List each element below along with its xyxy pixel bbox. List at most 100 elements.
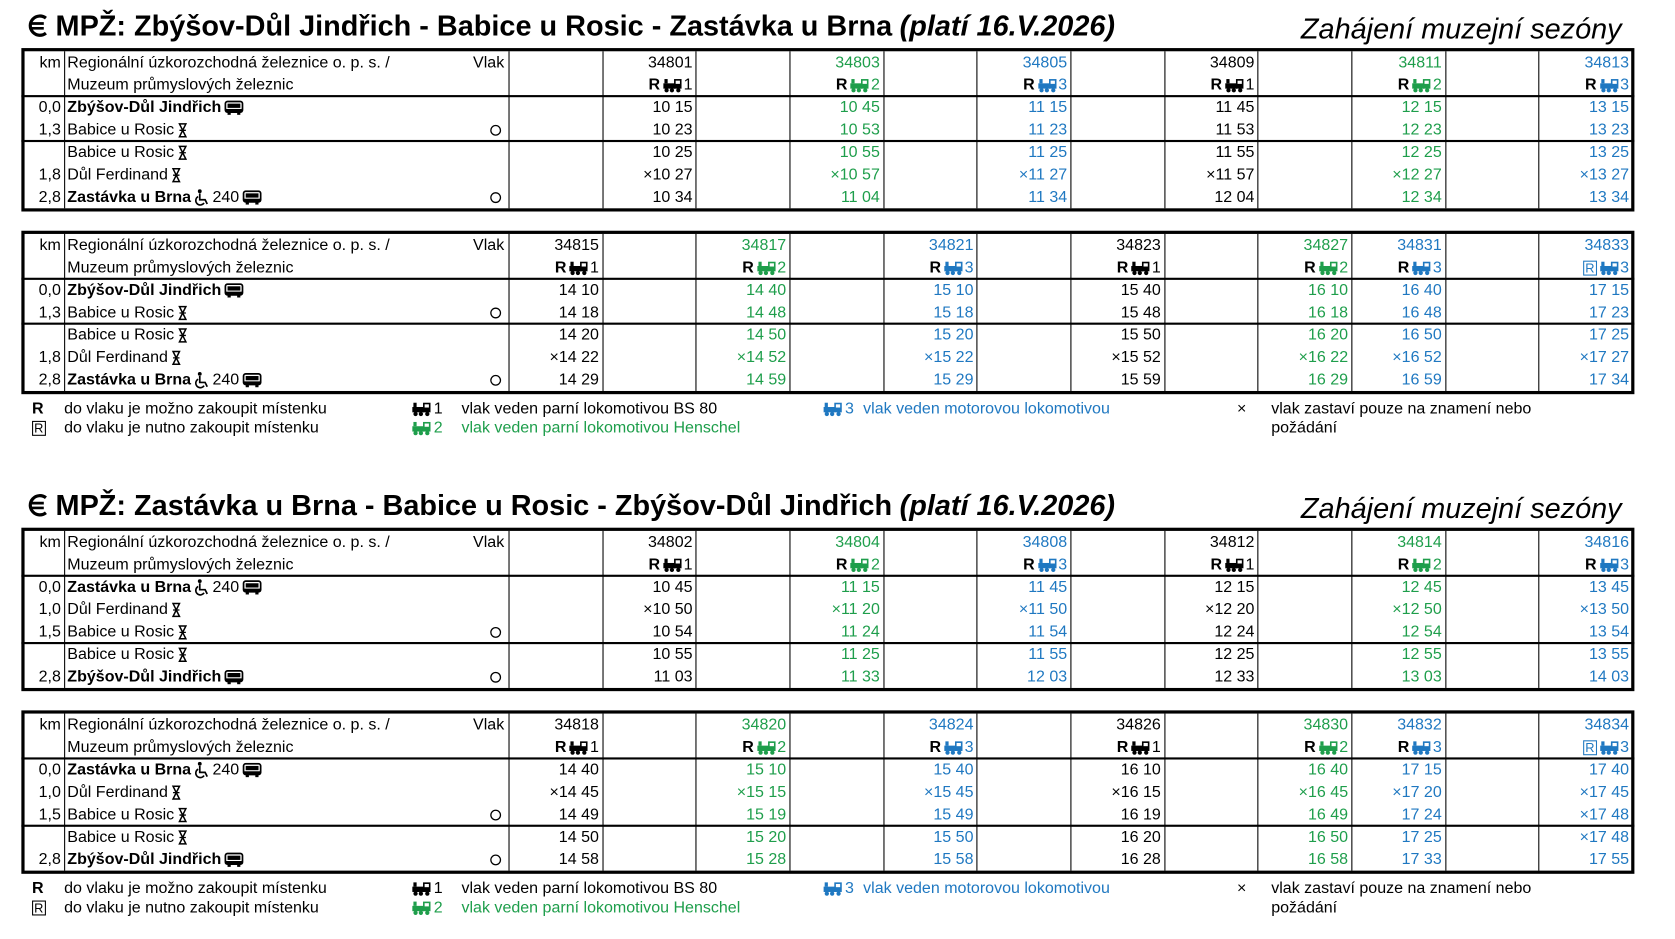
- loco-icon: [1599, 261, 1618, 275]
- station-cell: Babice u Rosic: [67, 141, 188, 163]
- rule-line: [976, 233, 978, 391]
- shape: [850, 562, 863, 568]
- station-name: Zbýšov-Důl Jindřich: [67, 280, 222, 300]
- loco-icon: [1412, 558, 1431, 572]
- shape: [664, 87, 669, 92]
- legend-mark: R: [32, 399, 44, 418]
- shape: [1424, 559, 1430, 563]
- request-stop-icon: [178, 624, 188, 640]
- reservation-badge: R: [648, 555, 661, 574]
- reservation-badge: R: [1397, 738, 1410, 757]
- loco-icon: [569, 740, 588, 755]
- shape: [1412, 562, 1425, 568]
- shape: [1132, 749, 1137, 755]
- shape: [957, 270, 962, 275]
- rule-line: [1070, 51, 1072, 209]
- time: 16 50: [1307, 827, 1349, 847]
- shape: [425, 891, 430, 896]
- time: 15 59: [1120, 370, 1161, 389]
- shape: [1331, 749, 1336, 755]
- shape: [425, 411, 430, 417]
- time: 14 29: [558, 370, 599, 389]
- request-stop-icon: [178, 807, 188, 822]
- stop-circle: [490, 809, 502, 821]
- loco-icon: [823, 402, 842, 417]
- rule-line: [1351, 51, 1353, 209]
- loco-number: 2: [870, 75, 880, 95]
- loco-icon: [412, 402, 431, 417]
- train-badges: R 3: [1351, 256, 1442, 278]
- time: 11 25: [840, 645, 880, 664]
- time: 15 40: [1120, 280, 1161, 300]
- request-stop-icon: [178, 145, 188, 160]
- time: 13 15: [1588, 98, 1630, 117]
- station-name: Babice u Rosic: [67, 827, 175, 847]
- time: ×16 15: [1111, 783, 1161, 802]
- train-number: 34804: [835, 533, 880, 552]
- shape: [1413, 740, 1417, 746]
- shape: [490, 192, 502, 204]
- request-stop-icon: [172, 167, 181, 182]
- shape: [945, 740, 949, 746]
- time: 14 10: [558, 280, 599, 300]
- time: 11 55: [1215, 143, 1255, 162]
- shape: [1225, 82, 1237, 89]
- time: 11 04: [840, 188, 880, 207]
- rule-line: [1538, 233, 1540, 391]
- legend-symbol: 1: [411, 879, 443, 898]
- shape: [1612, 559, 1617, 563]
- connection: 240: [212, 577, 240, 597]
- shape: [243, 380, 261, 385]
- shape: [424, 903, 429, 907]
- operator-header: Regionální úzkorozchodná železnice o. p.…: [67, 715, 390, 734]
- shape: [676, 567, 681, 572]
- legend-text: vlak veden motorovou lokomotivou: [863, 399, 1110, 418]
- shape: [197, 371, 202, 376]
- time: 16 28: [1120, 850, 1161, 869]
- time: 15 48: [1120, 303, 1161, 322]
- loco-number: 3: [964, 258, 974, 277]
- shape: [1037, 562, 1050, 568]
- shape: [756, 265, 769, 271]
- train-number: 34831: [1397, 236, 1442, 255]
- time: 10 55: [839, 143, 880, 162]
- shape: [851, 567, 856, 572]
- loco-icon: [1412, 261, 1431, 275]
- train-badges: R 2: [696, 256, 786, 278]
- shape: [1238, 87, 1243, 92]
- operator-header: Regionální úzkorozchodná železnice o. p.…: [67, 236, 390, 255]
- shape: [1039, 558, 1043, 563]
- station-name: Zastávka u Brna: [67, 188, 192, 207]
- rule-line: [1164, 530, 1166, 688]
- loco-number: 2: [1432, 555, 1442, 574]
- km: 0,0: [38, 577, 61, 597]
- train-number: 34815: [554, 236, 599, 255]
- km: 2,8: [38, 850, 61, 869]
- rule-line: [695, 713, 697, 871]
- station-name: Důl Ferdinand: [67, 348, 168, 367]
- rule-line: [1257, 233, 1259, 391]
- km-header: km: [39, 533, 61, 552]
- shape: [412, 406, 425, 413]
- rule-line: [1538, 530, 1540, 688]
- shape: [197, 761, 202, 766]
- time: 12 45: [1401, 577, 1442, 597]
- time: 15 20: [933, 325, 974, 344]
- time: 16 48: [1401, 303, 1442, 322]
- shape: [194, 585, 205, 596]
- time: ×10 27: [643, 165, 693, 184]
- time: ×17 27: [1579, 348, 1630, 367]
- reservation-badge: R: [742, 738, 754, 757]
- shape: [255, 773, 259, 777]
- time: 15 50: [1120, 325, 1161, 344]
- time: 12 34: [1401, 188, 1442, 207]
- request-stop-icon: [178, 327, 188, 343]
- km-header: km: [39, 715, 61, 734]
- rule-line: [695, 530, 697, 688]
- shape: [225, 677, 243, 682]
- stop-circle: [490, 671, 502, 683]
- time: ×17 48: [1579, 827, 1630, 847]
- legend-symbol: ×: [1237, 400, 1246, 419]
- time: 17 33: [1401, 850, 1442, 869]
- shape: [756, 745, 769, 751]
